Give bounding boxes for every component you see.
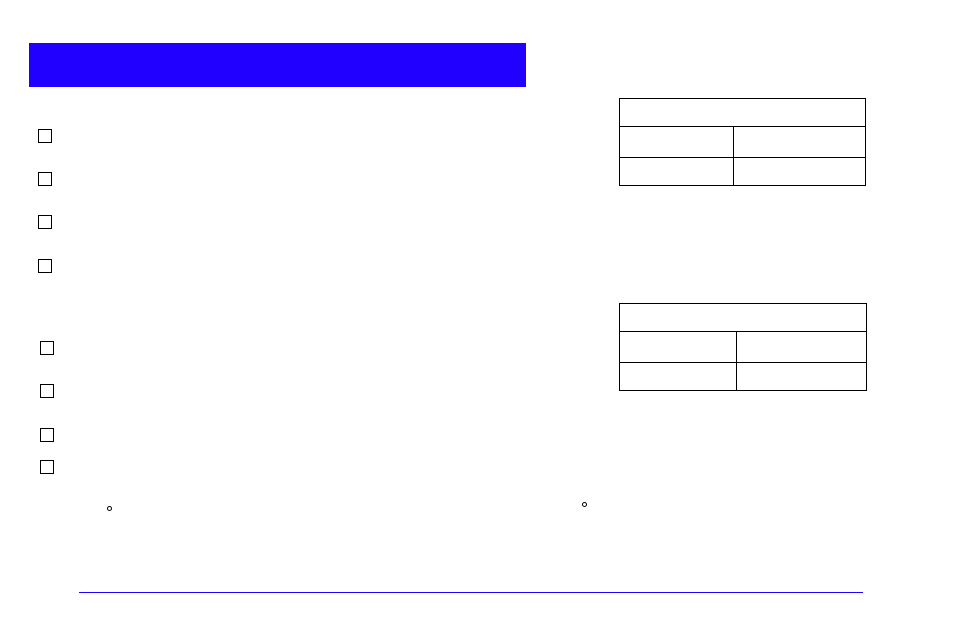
- checkbox-item[interactable]: [38, 215, 52, 229]
- checkbox-item[interactable]: [40, 428, 54, 442]
- data-table: [619, 303, 867, 391]
- table-cell: [737, 332, 867, 363]
- table-cell: [734, 158, 866, 186]
- checkbox-item[interactable]: [38, 129, 52, 143]
- degree-mark-icon: [582, 502, 587, 507]
- checkbox-item[interactable]: [38, 172, 52, 186]
- table-cell: [620, 158, 734, 186]
- checkbox-item[interactable]: [40, 341, 54, 355]
- table-cell: [620, 332, 737, 363]
- checkbox-item[interactable]: [38, 259, 52, 273]
- table-cell: [734, 127, 866, 158]
- degree-mark-icon: [107, 506, 112, 511]
- table-header-cell: [620, 99, 866, 127]
- checkbox-item[interactable]: [40, 384, 54, 398]
- table-cell: [737, 363, 867, 391]
- checkbox-item[interactable]: [40, 460, 54, 474]
- table-cell: [620, 363, 737, 391]
- table-header-cell: [620, 304, 867, 332]
- data-table: [619, 98, 866, 186]
- header-banner: [29, 43, 526, 87]
- table-cell: [620, 127, 734, 158]
- divider-line: [79, 592, 863, 593]
